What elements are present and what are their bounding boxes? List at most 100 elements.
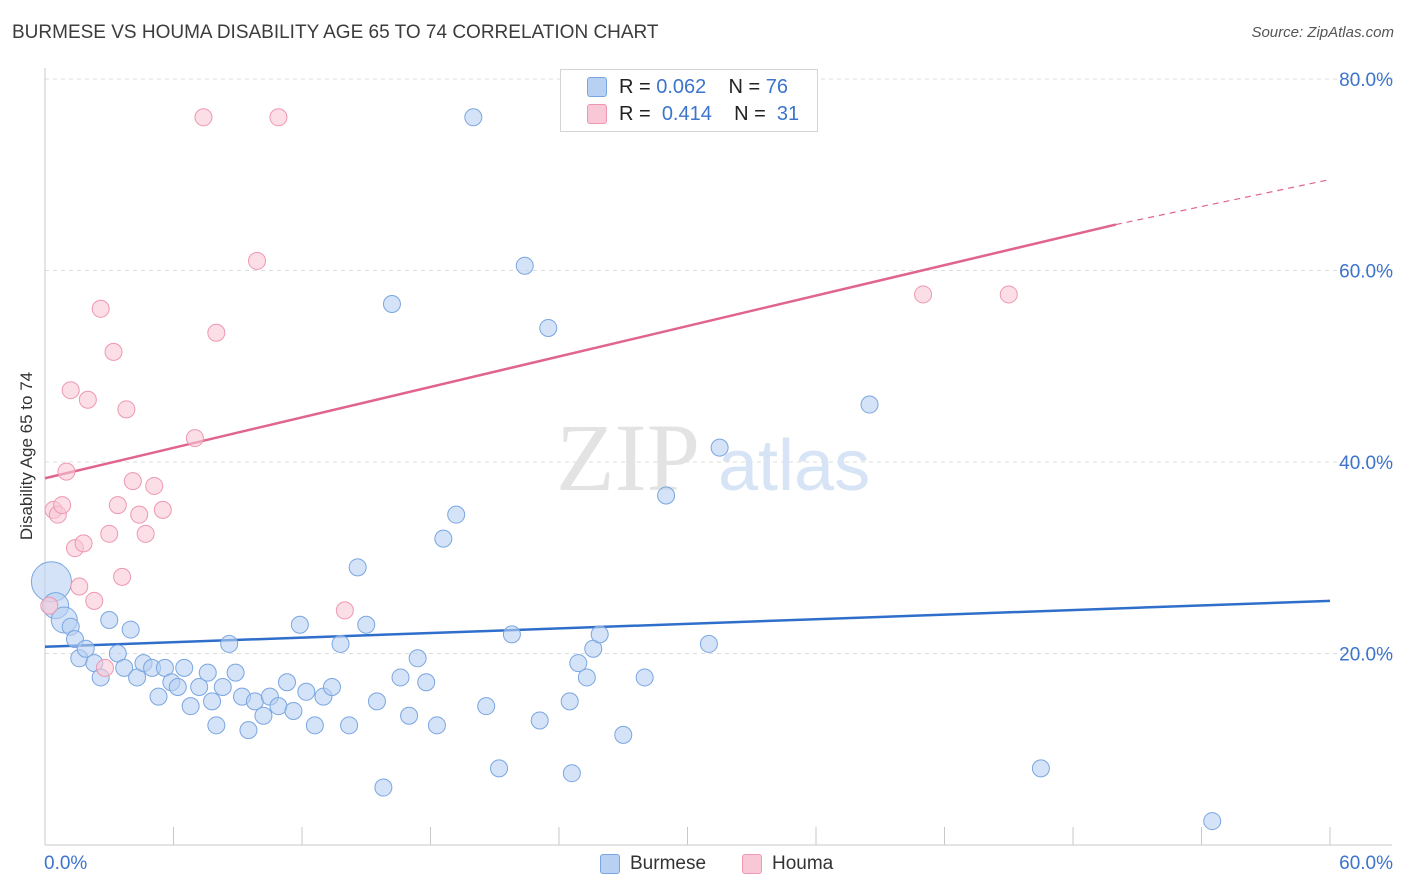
- burmese-point: [284, 701, 303, 720]
- burmese-point: [278, 673, 297, 692]
- y-tick-label: 80.0%: [1339, 70, 1393, 91]
- y-tick-label: 20.0%: [1339, 645, 1393, 666]
- houma-point: [108, 496, 127, 515]
- burmese-point: [374, 778, 393, 797]
- burmese-point: [590, 625, 609, 644]
- houma-point: [40, 596, 59, 615]
- burmese-point: [569, 654, 588, 673]
- burmese-point: [614, 725, 633, 744]
- houma-point: [74, 534, 93, 553]
- stats-legend: R = 0.062 N = 76 R = 0.414 N = 31: [560, 69, 818, 132]
- burmese-point: [175, 658, 194, 677]
- legend-r-label: R =: [619, 75, 651, 98]
- burmese-point: [100, 610, 119, 629]
- burmese-point: [322, 678, 341, 697]
- burmese-point: [1031, 759, 1050, 778]
- burmese-point: [254, 706, 273, 725]
- x-tick-label: 0.0%: [44, 853, 87, 874]
- houma-point: [123, 472, 142, 491]
- houma-point: [207, 323, 226, 342]
- houma-point: [91, 299, 110, 318]
- burmese-point: [203, 692, 222, 711]
- watermark-zip: ZIP: [556, 404, 700, 511]
- burmese-point: [434, 529, 453, 548]
- houma-point: [61, 381, 80, 400]
- burmese-point: [348, 558, 367, 577]
- burmese-point: [710, 438, 729, 457]
- watermark-atlas: atlas: [718, 426, 870, 506]
- houma-point: [145, 476, 164, 495]
- tick-labels: 20.0% 40.0% 60.0% 80.0% 0.0% 60.0%: [44, 70, 1393, 874]
- data-points: [30, 108, 1222, 831]
- houma-point: [70, 577, 89, 596]
- houma-point: [185, 429, 204, 448]
- bottom-legend-houma: Houma: [742, 852, 833, 876]
- houma-point: [53, 496, 72, 515]
- houma-point: [335, 601, 354, 620]
- burmese-point: [213, 678, 232, 697]
- burmese-point: [477, 697, 496, 716]
- houma-trend-extension: [1115, 178, 1331, 226]
- houma-point: [57, 462, 76, 481]
- burmese-point: [400, 706, 419, 725]
- burmese-point: [367, 692, 386, 711]
- houma-point: [194, 108, 213, 127]
- gridlines: [45, 78, 1395, 654]
- burmese-point: [490, 759, 509, 778]
- y-tick-label: 60.0%: [1339, 262, 1393, 283]
- burmese-point: [699, 634, 718, 653]
- burmese-point: [190, 678, 209, 697]
- houma-point: [113, 567, 132, 586]
- houma-point: [269, 108, 288, 127]
- bottom-legend-burmese: Burmese: [600, 852, 706, 876]
- burmese-point: [635, 668, 654, 687]
- burmese-point: [121, 620, 140, 639]
- burmese-point: [76, 639, 95, 658]
- houma-point: [153, 500, 172, 519]
- houma-trend-line: [44, 223, 1117, 480]
- houma-legend-label: Houma: [772, 853, 834, 874]
- source-label: Source: ZipAtlas.com: [1251, 24, 1394, 41]
- burmese-r-value: 0.062: [656, 75, 707, 98]
- legend-row-houma: R = 0.414 N = 31: [587, 103, 799, 125]
- houma-legend-swatch: [742, 854, 762, 874]
- legend-row-burmese: R = 0.062 N = 76: [587, 76, 788, 98]
- burmese-point: [340, 716, 359, 735]
- burmese-point: [226, 663, 245, 682]
- burmese-point: [417, 673, 436, 692]
- burmese-point: [115, 658, 134, 677]
- burmese-swatch: [587, 77, 607, 97]
- burmese-point: [149, 687, 168, 706]
- burmese-point: [530, 711, 549, 730]
- houma-point: [104, 342, 123, 361]
- burmese-point: [1203, 812, 1222, 831]
- burmese-point: [560, 692, 579, 711]
- houma-point: [914, 285, 933, 304]
- axes: [44, 68, 1392, 846]
- burmese-point: [357, 615, 376, 634]
- houma-point: [999, 285, 1018, 304]
- legend-n-label: N =: [728, 75, 761, 98]
- chart-title: BURMESE VS HOUMA DISABILITY AGE 65 TO 74…: [12, 22, 659, 43]
- burmese-point: [198, 663, 217, 682]
- burmese-point: [382, 295, 401, 314]
- burmese-point: [269, 697, 288, 716]
- houma-point: [85, 591, 104, 610]
- burmese-point: [220, 634, 239, 653]
- burmese-point: [515, 256, 534, 275]
- burmese-point: [464, 108, 483, 127]
- burmese-point: [408, 649, 427, 668]
- burmese-point: [331, 634, 350, 653]
- burmese-point: [562, 764, 581, 783]
- burmese-point: [391, 668, 410, 687]
- burmese-point: [168, 678, 187, 697]
- houma-r-value: 0.414: [661, 102, 712, 125]
- burmese-legend-label: Burmese: [630, 853, 707, 874]
- houma-point: [100, 524, 119, 543]
- burmese-point: [290, 615, 309, 634]
- houma-n-value: 31: [776, 102, 800, 125]
- burmese-n-value: 76: [765, 75, 789, 98]
- houma-point: [248, 251, 267, 270]
- burmese-point: [207, 716, 226, 735]
- legend-n-label: N =: [734, 102, 766, 125]
